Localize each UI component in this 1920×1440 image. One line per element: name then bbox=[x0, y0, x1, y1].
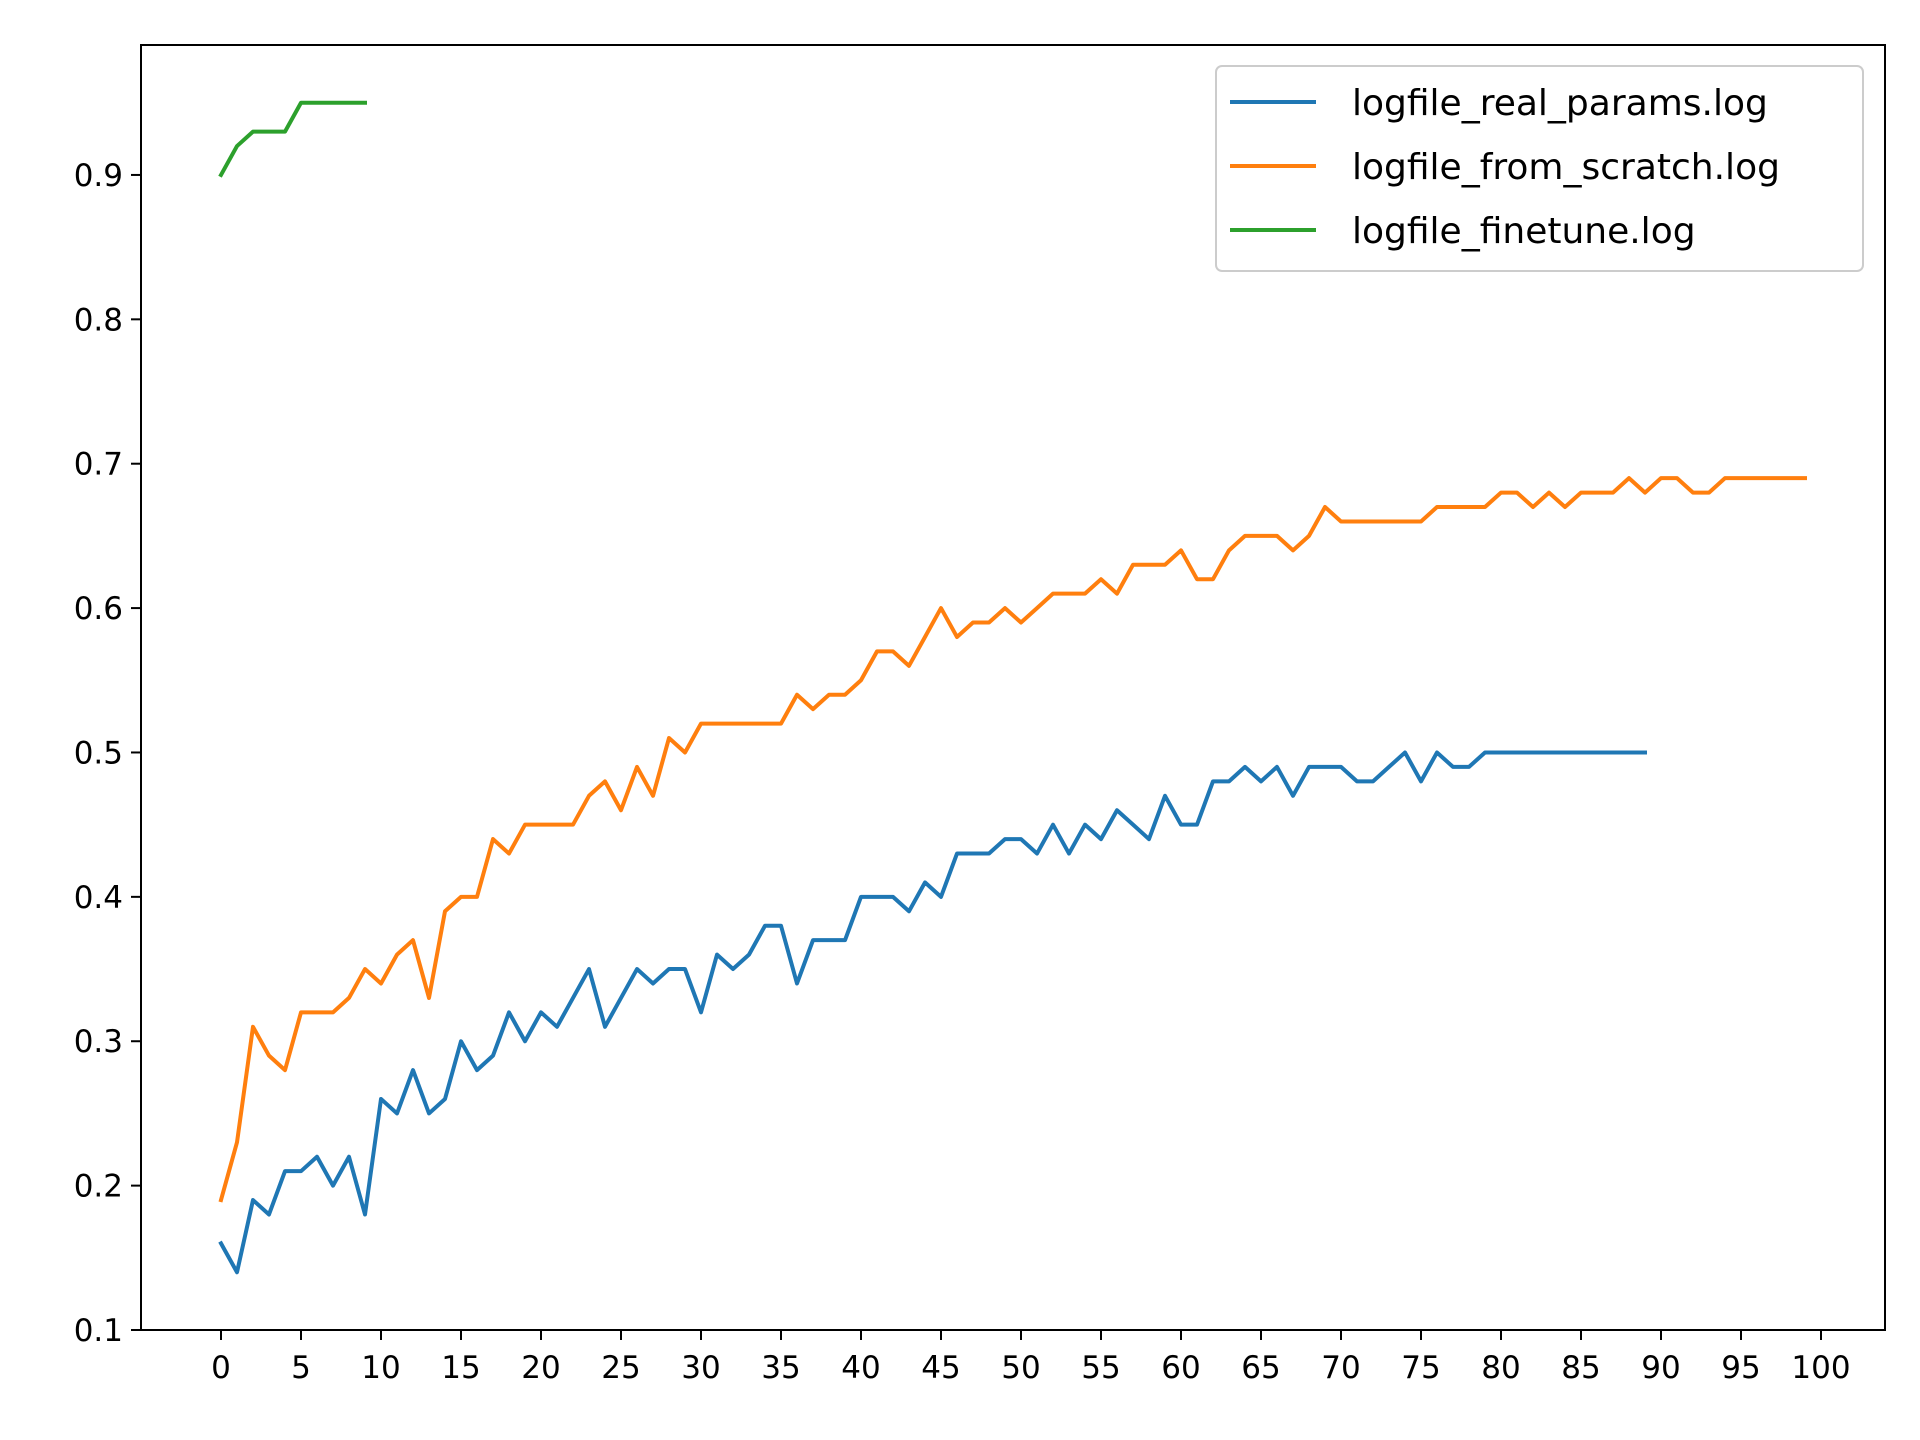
x-tick-label: 5 bbox=[291, 1350, 311, 1386]
x-tick-label: 20 bbox=[521, 1350, 560, 1386]
x-tick-label: 95 bbox=[1721, 1350, 1760, 1386]
x-tick-label: 35 bbox=[761, 1350, 800, 1386]
plot-frame bbox=[140, 44, 1886, 1331]
x-tick-label: 80 bbox=[1481, 1350, 1520, 1386]
x-tick-label: 25 bbox=[601, 1350, 640, 1386]
legend-box bbox=[1215, 65, 1864, 272]
x-tick-label: 55 bbox=[1081, 1350, 1120, 1386]
x-tick-label: 10 bbox=[361, 1350, 400, 1386]
y-tick-label: 0.6 bbox=[74, 591, 123, 627]
legend-label-2: logfile_from_scratch.log bbox=[1352, 147, 1780, 188]
series-line-3 bbox=[218, 100, 367, 178]
x-tick-label: 70 bbox=[1321, 1350, 1360, 1386]
series-layer bbox=[218, 100, 1807, 1275]
y-tick-label: 0.1 bbox=[74, 1313, 123, 1349]
series-line-2 bbox=[218, 476, 1807, 1203]
y-axis: 0.1 0.2 0.3 0.4 0.5 0.6 0.7 0.8 0.9 bbox=[74, 158, 141, 1349]
y-tick-label: 0.5 bbox=[74, 735, 123, 771]
x-tick-label: 100 bbox=[1791, 1350, 1850, 1386]
x-tick-label: 0 bbox=[211, 1350, 231, 1386]
y-tick-label: 0.3 bbox=[74, 1024, 123, 1060]
y-tick-label: 0.4 bbox=[74, 880, 123, 916]
y-tick-label: 0.9 bbox=[74, 158, 123, 194]
x-tick-label: 60 bbox=[1161, 1350, 1200, 1386]
x-tick-label: 15 bbox=[441, 1350, 480, 1386]
y-tick-label: 0.2 bbox=[74, 1169, 123, 1205]
y-tick-label: 0.7 bbox=[74, 447, 123, 483]
x-tick-label: 85 bbox=[1561, 1350, 1600, 1386]
x-tick-label: 75 bbox=[1401, 1350, 1440, 1386]
x-tick-label: 30 bbox=[681, 1350, 720, 1386]
legend-label-3: logfile_finetune.log bbox=[1352, 211, 1696, 252]
legend-label-1: logfile_real_params.log bbox=[1352, 83, 1768, 124]
series-line-1 bbox=[218, 750, 1647, 1275]
legend: logfile_real_params.log logfile_from_scra… bbox=[1215, 65, 1864, 272]
y-tick-label: 0.8 bbox=[74, 302, 123, 338]
x-axis: 0 5 10 15 20 25 30 35 40 45 50 55 60 65 70 75 80 85 90 95 10… bbox=[211, 1330, 1851, 1386]
x-tick-label: 65 bbox=[1241, 1350, 1280, 1386]
x-tick-label: 50 bbox=[1001, 1350, 1040, 1386]
x-tick-label: 40 bbox=[841, 1350, 880, 1386]
x-tick-label: 90 bbox=[1641, 1350, 1680, 1386]
x-tick-label: 45 bbox=[921, 1350, 960, 1386]
